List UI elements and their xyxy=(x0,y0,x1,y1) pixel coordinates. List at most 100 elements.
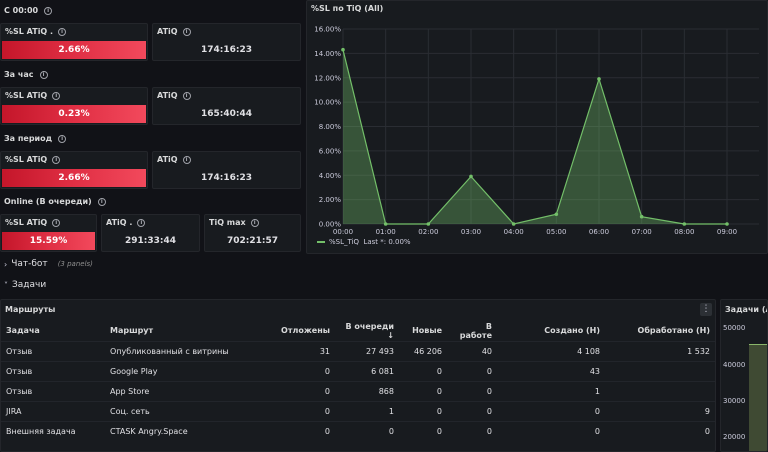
stat-value: 15.59% xyxy=(2,232,95,250)
legend-label: %SL_TiQ Last *: 0.00% xyxy=(329,238,411,246)
table-row[interactable]: Отзыв App Store 0 868 0 0 1 xyxy=(1,380,715,401)
column-header-queued[interactable]: В очереди ↓ xyxy=(345,321,394,340)
routes-table: Задача Маршрут Отложены В очереди ↓ Новы… xyxy=(1,321,715,441)
data-point xyxy=(469,174,473,179)
stat-panel-sl-atiq-hour[interactable]: %SL ATiQ i 0.23% xyxy=(0,87,148,125)
data-point xyxy=(597,77,601,81)
stat-panel-sl-atiq-today[interactable]: %SL ATiQ .i 2.66% xyxy=(0,23,148,61)
y-tick-label: 2.00% xyxy=(319,196,342,204)
column-header-new[interactable]: Новые xyxy=(412,326,442,336)
table-cell: JIRA xyxy=(1,400,105,421)
stat-value: 2.66% xyxy=(2,169,146,187)
y-tick-label: 6.00% xyxy=(319,147,342,155)
tasks-y-tick: 20000 xyxy=(723,433,746,441)
info-icon[interactable]: i xyxy=(182,155,191,164)
data-point xyxy=(639,214,644,219)
table-cell: 9 xyxy=(605,400,715,421)
table-cell: 0 xyxy=(605,420,715,441)
table-cell: 0 xyxy=(447,380,497,401)
info-icon[interactable]: i xyxy=(250,218,259,227)
x-axis: 00:00 01:00 02:00 03:00 04:00 05:00 06:00 07:00… xyxy=(333,228,737,236)
table-cell: Опубликованный с витрины xyxy=(105,340,255,361)
stat-panel-sl-atiq-online[interactable]: %SL ATiQ i 15.59% xyxy=(0,214,97,252)
info-icon[interactable]: i xyxy=(44,6,53,15)
info-icon[interactable]: i xyxy=(52,218,61,227)
row-title-period: За период i xyxy=(4,134,67,143)
data-point xyxy=(341,47,345,52)
stat-panel-atiq-hour[interactable]: ATiQ i 165:40:44 xyxy=(152,87,301,125)
table-row[interactable]: Отзыв Опубликованный с витрины 31 27 493 46 … xyxy=(1,340,715,361)
table-cell: Google Play xyxy=(105,360,255,381)
y-tick-label: 14.00% xyxy=(314,50,341,58)
table-row[interactable]: Отзыв Google Play 0 6 081 0 0 43 xyxy=(1,360,715,381)
routes-table-panel[interactable]: Маршруты ⋮ Задача Маршрут Отложены В оче… xyxy=(0,299,716,452)
info-icon[interactable]: i xyxy=(182,91,191,100)
chart-legend[interactable]: %SL_TiQ Last *: 0.00% xyxy=(317,238,411,246)
section-tasks[interactable]: ˅ Задачи xyxy=(4,280,47,290)
stat-value: 291:33:44 xyxy=(124,236,177,246)
table-cell: 0 xyxy=(399,380,447,401)
chevron-right-icon: › xyxy=(4,259,8,269)
table-cell: 0 xyxy=(497,400,605,421)
y-tick-label: 0.00% xyxy=(319,221,342,229)
tasks-title: Задачи (All xyxy=(725,305,767,314)
table-cell: 46 206 xyxy=(399,340,447,361)
sl-by-tiq-chart[interactable]: 0.00% 2.00% 4.00% 6.00% 8.00% 10.00% 12.00% 14.… xyxy=(307,1,768,254)
stat-panel-atiq-today[interactable]: ATiQ i 174:16:23 xyxy=(152,23,301,61)
table-cell: 0 xyxy=(447,360,497,381)
stat-panel-atiq-online[interactable]: ATiQ .i 291:33:44 xyxy=(101,214,200,252)
table-cell xyxy=(605,360,715,381)
x-tick-label: 01:00 xyxy=(376,228,396,236)
table-row[interactable]: Внешняя задача CTASK Angry.Space 0 0 0 0 0 0 xyxy=(1,420,715,441)
routes-title: Маршруты xyxy=(5,305,56,314)
x-tick-label: 06:00 xyxy=(589,228,609,236)
sl-by-tiq-chart-panel[interactable]: %SL по TiQ (All) 0.00% 2.00% 4.00% 6.00% 8.0… xyxy=(306,0,768,254)
x-tick-label: 05:00 xyxy=(546,228,566,236)
column-header-in-progress[interactable]: В работе xyxy=(459,321,492,340)
stat-panel-tiq-max[interactable]: TiQ max i 702:21:57 xyxy=(204,214,301,252)
chart-title: %SL по TiQ (All) xyxy=(311,4,384,13)
data-point xyxy=(426,222,431,226)
table-cell: Отзыв xyxy=(1,380,105,401)
stat-panel-atiq-period[interactable]: ATiQ i 174:16:23 xyxy=(152,151,301,189)
info-icon[interactable]: i xyxy=(39,70,48,79)
section-chatbot[interactable]: › Чат-бот (3 panels) xyxy=(4,259,93,269)
column-header-postponed[interactable]: Отложены xyxy=(281,326,330,336)
data-point xyxy=(383,222,388,226)
table-cell: Отзыв xyxy=(1,340,105,361)
y-tick-label: 16.00% xyxy=(314,26,341,34)
info-icon[interactable]: i xyxy=(52,91,61,100)
info-icon[interactable]: i xyxy=(58,27,67,36)
x-tick-label: 04:00 xyxy=(504,228,524,236)
stat-panel-sl-atiq-period[interactable]: %SL ATiQ i 2.66% xyxy=(0,151,148,189)
table-cell: 6 081 xyxy=(335,360,399,381)
table-row[interactable]: JIRA Соц. сеть 0 1 0 0 0 9 xyxy=(1,400,715,421)
tasks-y-tick: 50000 xyxy=(723,324,746,332)
info-icon[interactable]: i xyxy=(137,218,146,227)
table-cell: 1 532 xyxy=(605,340,715,361)
info-icon[interactable]: i xyxy=(52,155,61,164)
data-point xyxy=(511,222,516,226)
column-header-task[interactable]: Задача xyxy=(6,326,40,336)
tasks-bar xyxy=(749,344,767,451)
table-cell: 1 xyxy=(497,380,605,401)
tasks-chart-panel[interactable]: Задачи (All 50000 40000 30000 20000 xyxy=(720,299,768,452)
y-axis: 0.00% 2.00% 4.00% 6.00% 8.00% 10.00% 12.00% 14.… xyxy=(314,26,341,229)
x-tick-label: 08:00 xyxy=(674,228,694,236)
column-header-route[interactable]: Маршрут xyxy=(110,326,154,336)
table-cell: 0 xyxy=(335,420,399,441)
table-cell: Внешняя задача xyxy=(1,420,105,441)
table-cell: 868 xyxy=(335,380,399,401)
stat-value: 174:16:23 xyxy=(200,173,253,183)
x-tick-label: 02:00 xyxy=(418,228,438,236)
table-cell: 43 xyxy=(497,360,605,381)
series-line xyxy=(342,49,727,225)
info-icon[interactable]: i xyxy=(97,197,106,206)
info-icon[interactable]: i xyxy=(182,27,191,36)
column-header-processed[interactable]: Обработано (Н) xyxy=(637,326,710,336)
x-tick-label: 00:00 xyxy=(333,228,353,236)
kebab-menu-icon[interactable]: ⋮ xyxy=(700,303,712,316)
info-icon[interactable]: i xyxy=(58,134,67,143)
column-header-created[interactable]: Создано (Н) xyxy=(544,326,600,336)
y-tick-label: 4.00% xyxy=(319,172,342,180)
